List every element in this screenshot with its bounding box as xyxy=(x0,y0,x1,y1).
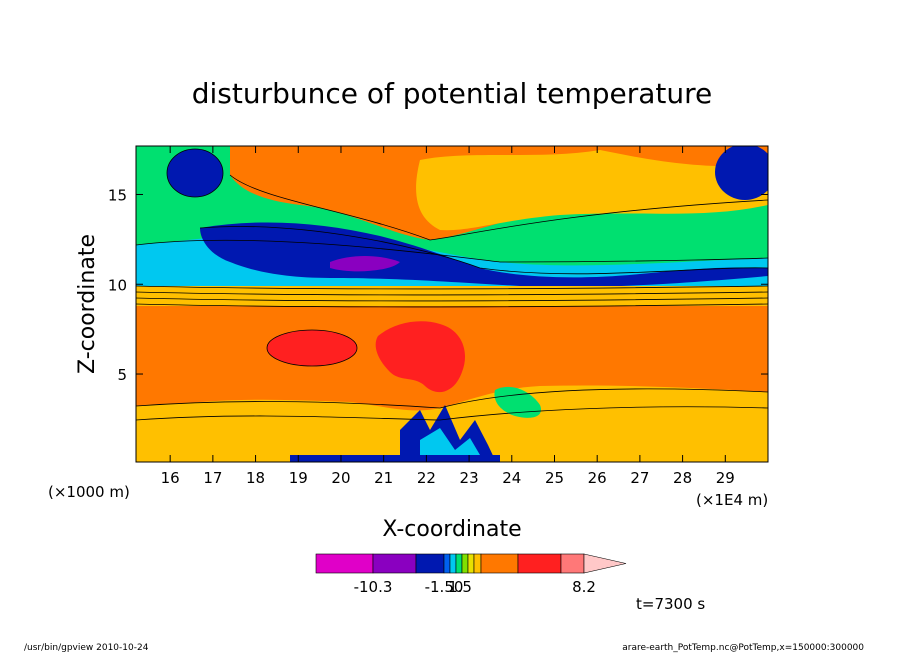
y-tick-label: 5 xyxy=(117,366,127,384)
colorbar-segment xyxy=(455,553,463,574)
x-unit-right: (×1E4 m) xyxy=(696,491,768,509)
band-bottom-blue xyxy=(290,455,500,462)
colorbar-segment xyxy=(461,553,469,574)
x-tick-label: 17 xyxy=(203,469,222,487)
region-red-center xyxy=(375,321,466,393)
band-interface-yellow xyxy=(136,286,768,308)
region-blob-top-left xyxy=(167,149,223,197)
x-tick-label: 23 xyxy=(460,469,479,487)
plot-area xyxy=(136,146,768,462)
colorbar-segment xyxy=(415,553,445,574)
x-tick-label: 19 xyxy=(289,469,308,487)
chart-title: disturbunce of potential temperature xyxy=(192,77,713,110)
x-tick-label: 22 xyxy=(417,469,436,487)
x-tick-label: 20 xyxy=(331,469,350,487)
colorbar-segment xyxy=(473,553,482,574)
colorbar: -10.3 -1.501.5 8.2 xyxy=(315,553,627,596)
colorbar-segment xyxy=(480,553,519,574)
colorbar-tick-label: -1.50 xyxy=(425,578,464,596)
contour-lines xyxy=(136,148,768,421)
x-axis: 16 17 18 19 20 21 22 23 24 25 26 27 28 29 xyxy=(161,146,735,487)
footer-right: arare-earth_PotTemp.nc@PotTemp,x=150000:… xyxy=(622,643,864,653)
region-purple-blob xyxy=(330,256,400,272)
x-unit-left: (×1000 m) xyxy=(48,483,130,501)
colorbar-arrow xyxy=(583,553,627,574)
colorbar-tick-label: 8.2 xyxy=(572,578,596,596)
colorbar-segment xyxy=(443,553,451,574)
y-axis: 5 10 15 xyxy=(108,186,768,384)
time-label: t=7300 s xyxy=(636,595,705,613)
y-tick-label: 15 xyxy=(108,186,127,204)
colorbar-segment xyxy=(560,553,585,574)
colorbar-segment xyxy=(517,553,562,574)
x-axis-label: X-coordinate xyxy=(382,517,521,542)
colorbar-segment xyxy=(372,553,417,574)
x-tick-label: 24 xyxy=(502,469,521,487)
region-red-left xyxy=(267,330,357,366)
region-blue-band xyxy=(200,222,768,288)
plot-frame xyxy=(135,145,769,463)
region-lower-cyan xyxy=(420,428,480,455)
colorbar-segment xyxy=(315,553,374,574)
x-tick-label: 27 xyxy=(630,469,649,487)
footer-left: /usr/bin/gpview 2010-10-24 xyxy=(24,643,149,653)
colorbar-segment xyxy=(467,553,475,574)
x-tick-label: 28 xyxy=(673,469,692,487)
region-lower-green xyxy=(494,386,541,418)
region-blob-top-right xyxy=(715,146,768,200)
colorbar-tick-label: 1.5 xyxy=(448,578,472,596)
x-tick-label: 29 xyxy=(716,469,735,487)
x-tick-label: 16 xyxy=(161,469,180,487)
x-tick-label: 21 xyxy=(374,469,393,487)
y-tick-label: 10 xyxy=(108,276,127,294)
x-tick-label: 26 xyxy=(588,469,607,487)
x-tick-label: 18 xyxy=(246,469,265,487)
colorbar-tick-label: -10.3 xyxy=(354,578,393,596)
y-axis-label: Z-coordinate xyxy=(75,234,100,374)
region-upper-yellow xyxy=(416,150,768,231)
x-tick-label: 25 xyxy=(545,469,564,487)
colorbar-segment xyxy=(449,553,457,574)
